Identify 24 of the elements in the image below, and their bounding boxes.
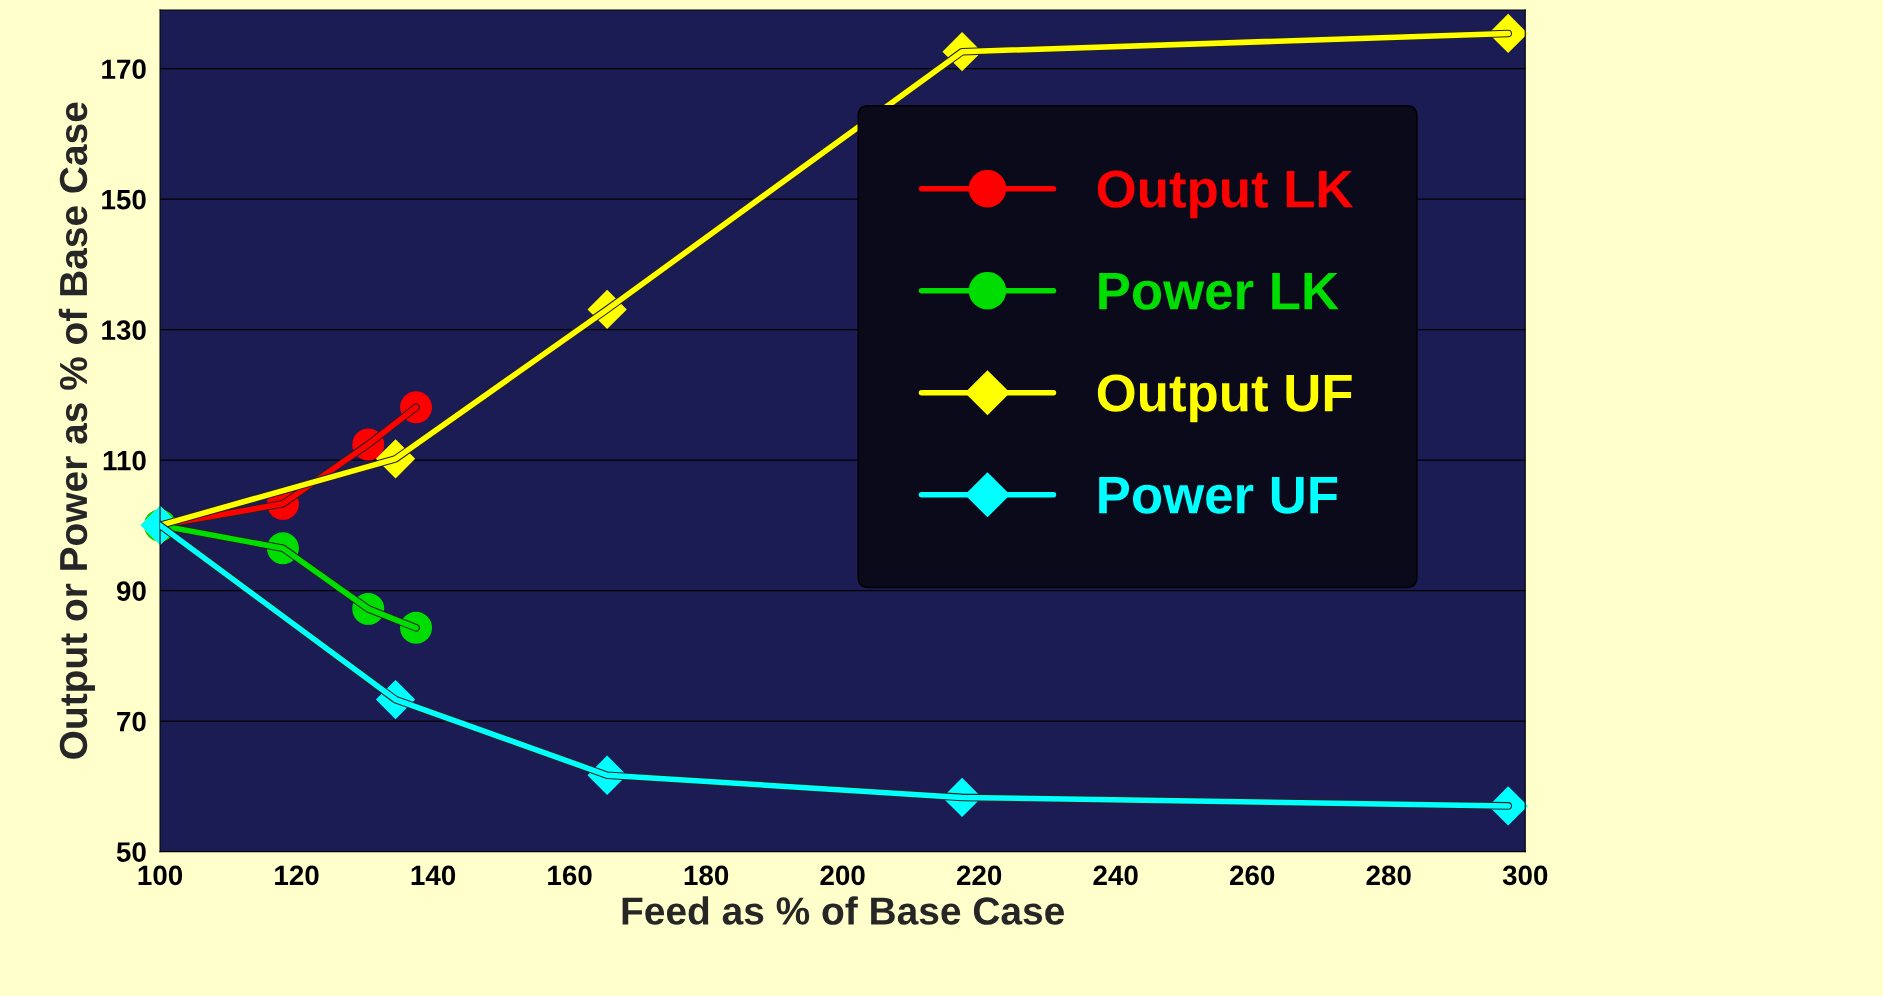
x-tick-label: 280 xyxy=(1366,865,1411,886)
x-axis-title: Feed as % of Base Case xyxy=(622,896,1064,925)
x-tick-label: 120 xyxy=(275,865,319,886)
legend-label: Power LK xyxy=(1099,272,1339,310)
legend-label: Power UF xyxy=(1099,476,1338,514)
y-tick-label: 50 xyxy=(116,842,146,862)
y-tick-label: 150 xyxy=(102,189,146,210)
x-tick-label: 220 xyxy=(956,865,1002,886)
x-tick-label: 260 xyxy=(1229,865,1275,886)
y-tick-label: 90 xyxy=(116,581,146,601)
y-tick-label: 170 xyxy=(102,59,146,80)
y-axis-title: Output or Power as % of Base Case xyxy=(58,102,95,759)
y-tick-label: 70 xyxy=(117,711,146,732)
x-tick-label: 240 xyxy=(1093,865,1138,886)
legend-label: Output UF xyxy=(1097,374,1352,423)
x-tick-label: 140 xyxy=(411,865,456,886)
y-tick-label: 130 xyxy=(102,320,146,341)
y-tick-label: 110 xyxy=(103,450,146,471)
x-tick-label: 160 xyxy=(548,865,592,886)
legend-label: Output LK xyxy=(1097,170,1354,219)
x-tick-label: 180 xyxy=(684,865,729,886)
x-tick-label: 100 xyxy=(138,865,183,886)
x-tick-label: 200 xyxy=(820,865,865,886)
x-tick-label: 300 xyxy=(1502,865,1548,886)
